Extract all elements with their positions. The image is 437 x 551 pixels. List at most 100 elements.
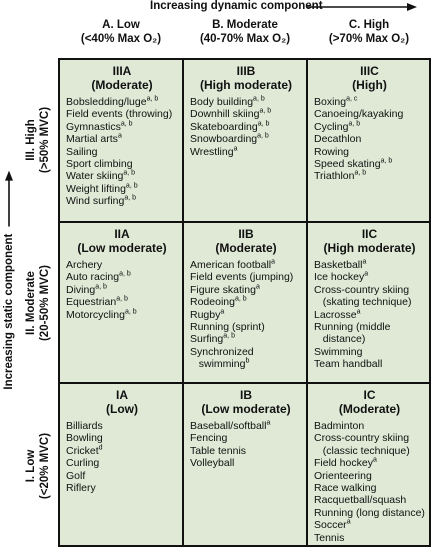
sport-item: Running (long distance) [314, 507, 425, 519]
column-header-range: (<40% Max O₂) [80, 33, 162, 45]
static-axis-label: Increasing static component [3, 170, 15, 390]
sport-name: (classic technique) [314, 444, 410, 457]
sport-name: Baseball/softball [190, 420, 267, 432]
sport-list: Body buildinga, b Downhill skiinga, b Skat… [190, 96, 302, 158]
sport-item: Downhill skiinga, b [190, 107, 302, 121]
dynamic-axis-label: Increasing dynamic component [150, 0, 323, 12]
cell-title: IIC (High moderate) [314, 227, 425, 255]
sport-footnote-marker: a [266, 419, 271, 427]
sport-item: Cyclinga, b [314, 120, 425, 133]
sport-item: Running (sprint) [190, 321, 302, 333]
cell-iiib: IIIB (High moderate) Body buildinga, b Down… [184, 60, 306, 221]
cell-title: IIIA (Moderate) [66, 64, 178, 92]
sport-footnote-marker: a, b [354, 169, 367, 177]
sport-name: Tennis [314, 531, 345, 544]
sport-item: Water skiinga, b [66, 170, 178, 183]
sport-item: Decathlon [314, 133, 425, 145]
cell-level: (Low moderate) [77, 241, 167, 255]
sport-item: Divinga, b [66, 283, 178, 296]
cell-ic: IC (Moderate) Badminton Cross-country skiin… [308, 384, 429, 545]
sport-item: Running (middle [314, 321, 425, 333]
sport-item: Fencing [190, 432, 302, 444]
sport-name: Wind surfing [66, 195, 125, 208]
sport-name: Rodeoing [190, 296, 235, 309]
column-header-title: B. Moderate [212, 19, 278, 31]
cell-level: (High moderate) [199, 78, 292, 92]
sport-item: Body buildinga, b [190, 95, 302, 109]
sport-item: Team handball [314, 358, 425, 370]
sport-item: Bobsledding/lugea, b [66, 95, 178, 109]
sport-footnote-marker: a, b [253, 95, 265, 103]
sport-name: Martial arts [66, 133, 118, 146]
sport-name: Field events (throwing) [66, 108, 173, 121]
cell-level: (Low moderate) [201, 402, 291, 416]
row-header-range: (>50% MVC) [39, 106, 51, 173]
cell-level: (Moderate) [215, 241, 277, 255]
sport-name: Snowboarding [190, 133, 258, 146]
sport-name: Figure skating [190, 283, 256, 296]
sport-name: American football [190, 259, 272, 271]
sport-item: Rugbya [190, 308, 302, 321]
static-axis: Increasing static component [0, 140, 18, 420]
sport-item: Ice hockeya [314, 271, 425, 284]
sport-footnote-marker: a, b [119, 270, 131, 278]
sport-name: Auto racing [66, 271, 120, 284]
sport-item: Equestriana, b [66, 295, 178, 309]
sport-footnote-marker: a, b [146, 95, 159, 103]
sport-item: Motorcyclinga, b [66, 308, 178, 321]
sport-name: Sailing [66, 145, 98, 158]
row-header-iii: III. High (>50% MVC) [21, 58, 55, 221]
sport-footnote-marker: a, b [116, 295, 128, 303]
column-header-title: C. High [348, 19, 390, 31]
sport-name: Canoeing/kayaking [314, 108, 404, 121]
sport-item: Soccera [314, 519, 425, 532]
sport-item: distance) [314, 333, 425, 345]
sport-item: Table tennis [190, 445, 302, 457]
sport-footnote-marker: a, b [234, 295, 247, 303]
sport-name: Surfing [190, 333, 224, 346]
sport-list: Baseball/softballa Fencing Table tennis Vol… [190, 420, 302, 470]
sport-list: Basketballa Ice hockeya Cross-country skii… [314, 259, 425, 371]
sport-item: Gymnasticsa, b [66, 120, 178, 133]
sport-name: Cricket [66, 444, 99, 457]
sport-item: Wrestlinga [190, 145, 302, 158]
sport-footnote-marker: a [356, 308, 361, 316]
column-header-range: (40-70% Max O₂) [199, 33, 291, 45]
cell-title: IC (Moderate) [314, 388, 425, 416]
sport-item: Cross-country skiing [314, 284, 425, 296]
sport-name: Basketball [314, 259, 363, 271]
cell-code: IIB [238, 227, 254, 241]
grid-divider [60, 382, 429, 384]
sport-item: Racquetball/squash [314, 494, 425, 506]
sport-name: swimming [190, 358, 246, 371]
sport-name: Water skiing [66, 170, 124, 183]
sport-footnote-marker: a [233, 145, 238, 153]
sport-list: Billiards Bowling Cricketd Curling Golf Rifle… [66, 420, 178, 494]
cell-code: IA [116, 388, 128, 402]
sport-name: (skating technique) [314, 296, 412, 309]
sport-name: Table tennis [190, 444, 247, 457]
sport-item: Cricketd [66, 444, 178, 457]
sport-item: Sport climbing [66, 158, 178, 170]
sport-item: American footballa [190, 258, 302, 272]
cell-title: IIA (Low moderate) [66, 227, 178, 255]
column-header-a: A. Low (<40% Max O₂) [60, 18, 182, 46]
sport-item: Skateboardinga, b [190, 120, 302, 133]
sport-footnote-marker: a, b [259, 107, 272, 115]
sport-footnote-marker: a [271, 258, 276, 266]
sport-item: swimmingb [190, 358, 302, 371]
sport-name: Weight lifting [66, 182, 126, 195]
cell-ib: IB (Low moderate) Baseball/softballa Fencin… [184, 384, 306, 545]
cell-title: IA (Low) [66, 388, 178, 416]
sport-footnote-marker: a, b [257, 120, 270, 128]
sport-item: Baseball/softballa [190, 419, 302, 433]
sport-item: Wind surfinga, b [66, 195, 178, 208]
sport-name: Swimming [314, 345, 363, 358]
sport-item: Basketballa [314, 258, 425, 272]
sport-item: Canoeing/kayaking [314, 108, 425, 120]
sport-footnote-marker: a [362, 258, 367, 266]
sport-name: Body building [190, 96, 254, 108]
sport-name: Wrestling [190, 145, 234, 158]
sport-name: Field events (jumping) [190, 271, 294, 284]
sport-item: Race walking [314, 482, 425, 494]
